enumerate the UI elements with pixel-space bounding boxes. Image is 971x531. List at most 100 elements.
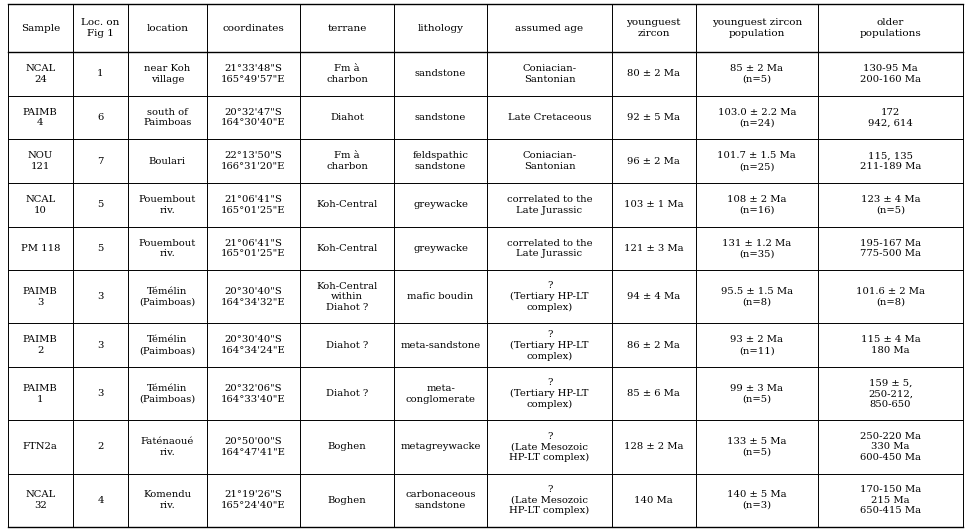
Text: Sample: Sample <box>20 24 60 33</box>
Text: PAIMB
2: PAIMB 2 <box>23 336 57 355</box>
Text: FTN2a: FTN2a <box>22 442 57 451</box>
Text: Diahot ?: Diahot ? <box>326 389 368 398</box>
Text: 93 ± 2 Ma
(n=11): 93 ± 2 Ma (n=11) <box>730 336 784 355</box>
Text: 5: 5 <box>97 244 104 253</box>
Text: 131 ± 1.2 Ma
(n=35): 131 ± 1.2 Ma (n=35) <box>722 238 791 259</box>
Text: 96 ± 2 Ma: 96 ± 2 Ma <box>627 157 680 166</box>
Text: 195-167 Ma
775-500 Ma: 195-167 Ma 775-500 Ma <box>860 238 921 259</box>
Text: Fm à
charbon: Fm à charbon <box>326 64 368 84</box>
Text: south of
Paimboas: south of Paimboas <box>143 108 191 127</box>
Text: ?
(Late Mesozoic
HP-LT complex): ? (Late Mesozoic HP-LT complex) <box>510 485 589 516</box>
Text: Loc. on
Fig 1: Loc. on Fig 1 <box>82 18 119 38</box>
Text: Témélin
(Paimboas): Témélin (Paimboas) <box>139 384 195 404</box>
Text: PAIMB
4: PAIMB 4 <box>23 108 57 127</box>
Text: 21°33'48"S
165°49'57"E: 21°33'48"S 165°49'57"E <box>221 64 285 84</box>
Text: 99 ± 3 Ma
(n=5): 99 ± 3 Ma (n=5) <box>730 384 784 404</box>
Text: lithology: lithology <box>418 24 463 33</box>
Text: sandstone: sandstone <box>415 70 466 79</box>
Text: Late Cretaceous: Late Cretaceous <box>508 113 591 122</box>
Text: 108 ± 2 Ma
(n=16): 108 ± 2 Ma (n=16) <box>727 195 787 215</box>
Text: 115 ± 4 Ma
180 Ma: 115 ± 4 Ma 180 Ma <box>860 336 921 355</box>
Text: 170-150 Ma
215 Ma
650-415 Ma: 170-150 Ma 215 Ma 650-415 Ma <box>860 485 921 516</box>
Text: meta-sandstone: meta-sandstone <box>400 341 481 350</box>
Text: PAIMB
1: PAIMB 1 <box>23 384 57 404</box>
Text: Pouembout
riv.: Pouembout riv. <box>139 195 196 215</box>
Text: assumed age: assumed age <box>516 24 584 33</box>
Text: younguest zircon
population: younguest zircon population <box>712 18 802 38</box>
Text: 101.6 ± 2 Ma
(n=8): 101.6 ± 2 Ma (n=8) <box>856 287 925 307</box>
Text: PM 118: PM 118 <box>20 244 60 253</box>
Text: 20°50'00"S
164°47'41"E: 20°50'00"S 164°47'41"E <box>220 437 285 457</box>
Text: 7: 7 <box>97 157 104 166</box>
Text: 121 ± 3 Ma: 121 ± 3 Ma <box>623 244 684 253</box>
Text: NOU
121: NOU 121 <box>27 151 52 171</box>
Text: ?
(Late Mesozoic
HP-LT complex): ? (Late Mesozoic HP-LT complex) <box>510 432 589 463</box>
Text: Koh-Central
within
Diahot ?: Koh-Central within Diahot ? <box>317 281 378 312</box>
Text: feldspathic
sandstone: feldspathic sandstone <box>413 151 469 171</box>
Text: 103.0 ± 2.2 Ma
(n=24): 103.0 ± 2.2 Ma (n=24) <box>718 108 796 127</box>
Text: sandstone: sandstone <box>415 113 466 122</box>
Text: NCAL
32: NCAL 32 <box>25 490 55 510</box>
Text: Boulari: Boulari <box>149 157 185 166</box>
Text: Koh-Central: Koh-Central <box>317 244 378 253</box>
Text: 3: 3 <box>97 341 104 350</box>
Text: 140 Ma: 140 Ma <box>634 495 673 504</box>
Text: 4: 4 <box>97 495 104 504</box>
Text: NCAL
24: NCAL 24 <box>25 64 55 84</box>
Text: 159 ± 5,
250-212,
850-650: 159 ± 5, 250-212, 850-650 <box>868 379 913 409</box>
Text: near Koh
village: near Koh village <box>145 64 190 84</box>
Text: PAIMB
3: PAIMB 3 <box>23 287 57 307</box>
Text: 250-220 Ma
330 Ma
600-450 Ma: 250-220 Ma 330 Ma 600-450 Ma <box>860 432 921 462</box>
Text: Diahot: Diahot <box>330 113 364 122</box>
Text: 130-95 Ma
200-160 Ma: 130-95 Ma 200-160 Ma <box>860 64 921 84</box>
Text: 21°06'41"S
165°01'25"E: 21°06'41"S 165°01'25"E <box>221 195 285 215</box>
Text: 5: 5 <box>97 200 104 209</box>
Text: 123 ± 4 Ma
(n=5): 123 ± 4 Ma (n=5) <box>861 195 921 215</box>
Text: Pouembout
riv.: Pouembout riv. <box>139 238 196 259</box>
Text: Koh-Central: Koh-Central <box>317 200 378 209</box>
Text: meta-
conglomerate: meta- conglomerate <box>406 384 476 404</box>
Text: correlated to the
Late Jurassic: correlated to the Late Jurassic <box>507 195 592 215</box>
Text: 85 ± 6 Ma: 85 ± 6 Ma <box>627 389 680 398</box>
Text: coordinates: coordinates <box>222 24 285 33</box>
Text: Faténaoué
riv.: Faténaoué riv. <box>141 437 194 457</box>
Text: Fm à
charbon: Fm à charbon <box>326 151 368 171</box>
Text: terrane: terrane <box>327 24 367 33</box>
Text: younguest
zircon: younguest zircon <box>626 18 681 38</box>
Text: Boghen: Boghen <box>327 442 366 451</box>
Text: 140 ± 5 Ma
(n=3): 140 ± 5 Ma (n=3) <box>727 490 787 510</box>
Text: NCAL
10: NCAL 10 <box>25 195 55 215</box>
Text: 80 ± 2 Ma: 80 ± 2 Ma <box>627 70 680 79</box>
Text: ?
(Tertiary HP-LT
complex): ? (Tertiary HP-LT complex) <box>511 378 588 409</box>
Text: greywacke: greywacke <box>413 200 468 209</box>
Text: 20°32'47"S
164°30'40"E: 20°32'47"S 164°30'40"E <box>221 108 285 127</box>
Text: 22°13'50"S
166°31'20"E: 22°13'50"S 166°31'20"E <box>221 151 285 171</box>
Text: mafic boudin: mafic boudin <box>408 293 474 302</box>
Text: 101.7 ± 1.5 Ma
(n=25): 101.7 ± 1.5 Ma (n=25) <box>718 151 796 171</box>
Text: 1: 1 <box>97 70 104 79</box>
Text: Diahot ?: Diahot ? <box>326 341 368 350</box>
Text: Témélin
(Paimboas): Témélin (Paimboas) <box>139 287 195 307</box>
Text: greywacke: greywacke <box>413 244 468 253</box>
Text: Boghen: Boghen <box>327 495 366 504</box>
Text: 20°30'40"S
164°34'24"E: 20°30'40"S 164°34'24"E <box>221 336 285 355</box>
Text: 172
942, 614: 172 942, 614 <box>868 108 913 127</box>
Text: 21°19'26"S
165°24'40"E: 21°19'26"S 165°24'40"E <box>221 490 285 510</box>
Text: 94 ± 4 Ma: 94 ± 4 Ma <box>627 293 681 302</box>
Text: Coniacian-
Santonian: Coniacian- Santonian <box>522 64 577 84</box>
Text: 85 ± 2 Ma
(n=5): 85 ± 2 Ma (n=5) <box>730 64 784 84</box>
Text: 133 ± 5 Ma
(n=5): 133 ± 5 Ma (n=5) <box>727 437 787 457</box>
Text: correlated to the
Late Jurassic: correlated to the Late Jurassic <box>507 238 592 259</box>
Text: 86 ± 2 Ma: 86 ± 2 Ma <box>627 341 680 350</box>
Text: 20°32'06"S
164°33'40"E: 20°32'06"S 164°33'40"E <box>221 384 285 404</box>
Text: 128 ± 2 Ma: 128 ± 2 Ma <box>624 442 684 451</box>
Text: 103 ± 1 Ma: 103 ± 1 Ma <box>623 200 684 209</box>
Text: metagreywacke: metagreywacke <box>400 442 481 451</box>
Text: 21°06'41"S
165°01'25"E: 21°06'41"S 165°01'25"E <box>221 238 285 259</box>
Text: 95.5 ± 1.5 Ma
(n=8): 95.5 ± 1.5 Ma (n=8) <box>720 287 793 307</box>
Text: 20°30'40"S
164°34'32"E: 20°30'40"S 164°34'32"E <box>221 287 285 307</box>
Text: location: location <box>147 24 188 33</box>
Text: Témélin
(Paimboas): Témélin (Paimboas) <box>139 336 195 355</box>
Text: 3: 3 <box>97 293 104 302</box>
Text: 2: 2 <box>97 442 104 451</box>
